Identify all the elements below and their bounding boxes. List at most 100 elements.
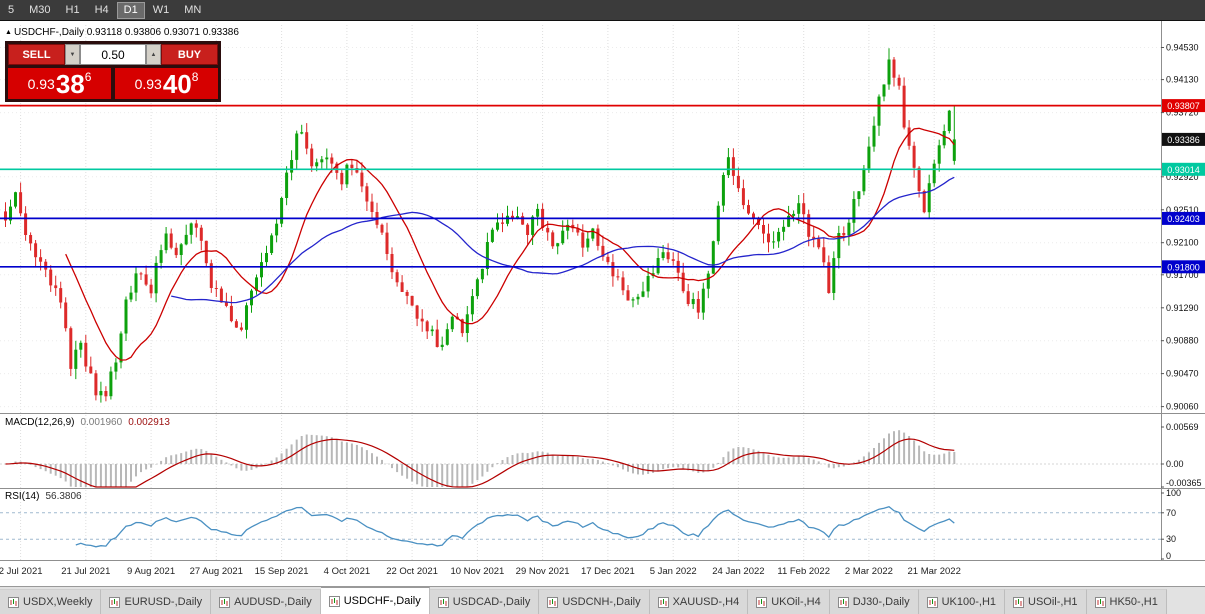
chart-tab-label: EURUSD-,Daily: [124, 596, 203, 608]
chart-tab-label: USDCNH-,Daily: [562, 596, 641, 608]
svg-text:0.90880: 0.90880: [1166, 336, 1199, 346]
chart-tab-usdcad-daily[interactable]: USDCAD-,Daily: [429, 589, 540, 614]
ma-fast-line: [65, 127, 955, 361]
price-axis[interactable]: 0.94530 0.94130 0.93720 0.92920 0.92510 0.921…: [1161, 43, 1199, 412]
chart-tab-icon: [219, 596, 231, 608]
svg-text:0.92510: 0.92510: [1166, 205, 1199, 215]
macd-axis: 0.00569 0.00 -0.00365: [1161, 422, 1202, 488]
chart-tab-usdx-weekly[interactable]: USDX,Weekly: [0, 589, 102, 614]
support-line-blue-lower-price-badge: 0.91800: [1162, 260, 1205, 274]
chart-tab-label: USDX,Weekly: [23, 596, 93, 608]
sell-button[interactable]: SELL: [8, 44, 65, 65]
price-chart-canvas[interactable]: 0.94530 0.94130 0.93720 0.92920 0.92510 0.921…: [0, 21, 1205, 586]
chart-tab-label: USOil-,H1: [1028, 596, 1078, 608]
chart-tab-dj30-daily[interactable]: DJ30-,Daily: [829, 589, 919, 614]
chart-tab-icon: [657, 596, 669, 608]
rsi-axis: 100 70 30 0: [1161, 488, 1181, 561]
chart-tab-icon: [437, 596, 449, 608]
resistance-line-price-badge: 0.93807: [1162, 99, 1205, 113]
svg-text:21 Mar 2022: 21 Mar 2022: [908, 566, 961, 577]
chart-tab-usoil-h1[interactable]: USOil-,H1: [1005, 589, 1087, 614]
timeframe-button-w1[interactable]: W1: [146, 2, 177, 19]
candles-series: [4, 48, 956, 403]
rsi-name: RSI(14): [5, 491, 40, 502]
svg-text:0.90060: 0.90060: [1166, 402, 1199, 412]
macd-name: MACD(12,26,9): [5, 417, 75, 428]
sell-price-point: 6: [84, 69, 92, 84]
chart-tab-icon: [328, 595, 340, 607]
svg-text:2 Mar 2022: 2 Mar 2022: [845, 566, 893, 577]
timeframe-button-h1[interactable]: H1: [59, 2, 87, 19]
chart-tab-usdchf-daily[interactable]: USDCHF-,Daily: [320, 587, 430, 614]
chart-tab-icon: [926, 596, 938, 608]
svg-text:0.92920: 0.92920: [1166, 172, 1199, 182]
timeframe-button-5[interactable]: 5: [1, 2, 21, 19]
svg-text:29 Nov 2021: 29 Nov 2021: [516, 566, 570, 577]
svg-text:0.92100: 0.92100: [1166, 238, 1199, 248]
chart-tab-hk50-h1[interactable]: HK50-,H1: [1086, 589, 1167, 614]
svg-text:0.93807: 0.93807: [1167, 101, 1200, 111]
chart-tab-icon: [756, 596, 768, 608]
svg-text:11 Feb 2022: 11 Feb 2022: [777, 566, 830, 577]
chart-tab-label: USDCHF-,Daily: [343, 595, 421, 607]
timeframe-toolbar: 5 M30 H1 H4 D1 W1 MN: [0, 0, 1205, 21]
macd-signal-value: 0.002913: [128, 417, 170, 428]
date-axis[interactable]: 2 Jul 2021 21 Jul 2021 9 Aug 2021 27 Aug 20…: [0, 566, 961, 577]
buy-price-pips: 40: [162, 68, 192, 99]
timeframe-button-m30[interactable]: M30: [22, 2, 57, 19]
buy-button[interactable]: BUY: [161, 44, 218, 65]
svg-text:0.90470: 0.90470: [1166, 369, 1199, 379]
rsi-value: 56.3806: [45, 491, 82, 502]
svg-text:0.94130: 0.94130: [1166, 75, 1199, 85]
svg-text:0.93386: 0.93386: [1167, 135, 1200, 145]
sell-price-figure: 0.93: [27, 75, 55, 92]
svg-text:30: 30: [1166, 534, 1176, 544]
chart-tab-uk100-h1[interactable]: UK100-,H1: [918, 589, 1006, 614]
current-price-badge: 0.93386: [1162, 132, 1205, 146]
chart-tab-ukoil-h4[interactable]: UKOil-,H4: [748, 589, 830, 614]
svg-text:0.92403: 0.92403: [1167, 214, 1200, 224]
chart-tab-xauusd-h4[interactable]: XAUUSD-,H4: [649, 589, 749, 614]
chart-info-line: ▲ USDCHF-,Daily 0.93118 0.93806 0.93071 0…: [5, 27, 239, 38]
svg-text:-0.00365: -0.00365: [1166, 478, 1202, 488]
chart-window: 0.94530 0.94130 0.93720 0.92920 0.92510 0.921…: [0, 21, 1205, 586]
volume-decrease-button[interactable]: ▼: [65, 44, 80, 65]
chart-tab-usdcnh-daily[interactable]: USDCNH-,Daily: [539, 589, 650, 614]
svg-text:0.91290: 0.91290: [1166, 303, 1199, 313]
buy-price-point: 8: [191, 69, 199, 84]
chart-tab-icon: [1013, 596, 1025, 608]
ma-slow-line: [171, 176, 955, 304]
volume-input[interactable]: [80, 44, 146, 65]
chart-tabs-bar: USDX,Weekly EURUSD-,Daily AUDUSD-,Daily USD…: [0, 586, 1205, 614]
chart-tab-label: XAUUSD-,H4: [672, 596, 740, 608]
svg-text:0.00569: 0.00569: [1166, 422, 1199, 432]
chart-tab-audusd-daily[interactable]: AUDUSD-,Daily: [211, 589, 321, 614]
support-line-teal-price-badge: 0.93014: [1162, 162, 1205, 176]
chart-tab-icon: [1094, 596, 1106, 608]
macd-indicator-label: MACD(12,26,9) 0.001960 0.002913: [5, 417, 170, 428]
buy-price-figure: 0.93: [134, 75, 162, 92]
timeframe-button-mn[interactable]: MN: [177, 2, 208, 19]
svg-text:9 Aug 2021: 9 Aug 2021: [127, 566, 175, 577]
svg-text:0.00: 0.00: [1166, 459, 1184, 469]
timeframe-button-d1[interactable]: D1: [116, 1, 145, 19]
volume-increase-button[interactable]: ▲: [146, 44, 161, 65]
macd-histogram: [9, 430, 956, 487]
chart-tab-eurusd-daily[interactable]: EURUSD-,Daily: [101, 589, 212, 614]
support-line-blue-upper-price-badge: 0.92403: [1162, 211, 1205, 225]
sell-price-display[interactable]: 0.93 38 6: [8, 68, 111, 99]
svg-text:17 Dec 2021: 17 Dec 2021: [581, 566, 635, 577]
timeframe-button-h4[interactable]: H4: [88, 2, 116, 19]
chart-tab-icon: [837, 596, 849, 608]
chart-tab-label: DJ30-,Daily: [852, 596, 910, 608]
chart-tab-icon: [109, 596, 121, 608]
buy-price-display[interactable]: 0.93 40 8: [115, 68, 218, 99]
sell-price-pips: 38: [55, 68, 85, 99]
svg-text:100: 100: [1166, 488, 1181, 498]
chart-tab-label: AUDUSD-,Daily: [234, 596, 312, 608]
rsi-indicator-label: RSI(14) 56.3806: [5, 491, 82, 502]
svg-text:10 Nov 2021: 10 Nov 2021: [450, 566, 504, 577]
chart-tab-icon: [547, 596, 559, 608]
